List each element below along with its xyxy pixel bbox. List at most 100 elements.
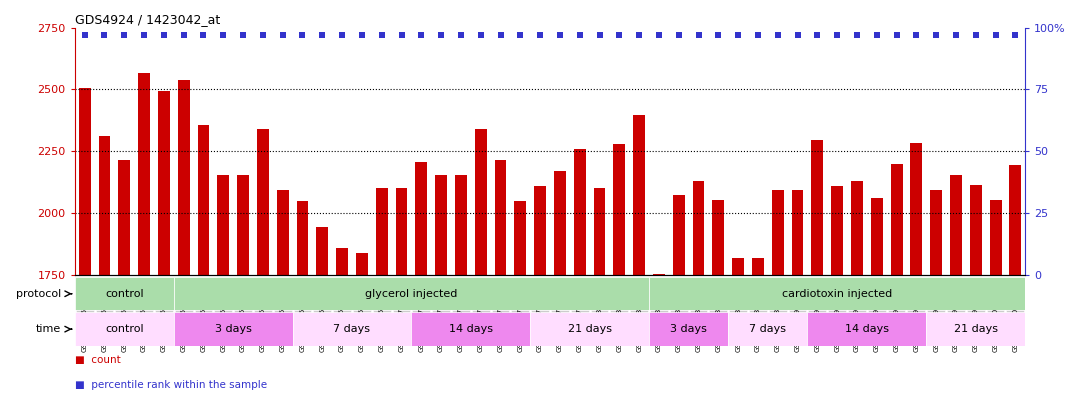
- Text: GSM1109975: GSM1109975: [498, 303, 503, 352]
- Text: glycerol injected: glycerol injected: [365, 289, 457, 299]
- Bar: [174, 277, 649, 310]
- Text: control: control: [105, 324, 143, 334]
- Bar: [534, 186, 546, 275]
- Bar: [611, 310, 628, 344]
- Bar: [649, 277, 1025, 310]
- Text: GSM1109972: GSM1109972: [438, 303, 444, 352]
- Text: GSM1109984: GSM1109984: [676, 303, 681, 352]
- Text: GSM1109999: GSM1109999: [973, 303, 978, 352]
- Bar: [395, 188, 407, 275]
- Bar: [630, 310, 648, 344]
- Bar: [336, 248, 348, 275]
- Text: GSM1109964: GSM1109964: [280, 303, 285, 352]
- Bar: [570, 310, 588, 344]
- Text: GSM1109982: GSM1109982: [637, 303, 642, 352]
- Bar: [412, 310, 430, 344]
- Bar: [574, 149, 585, 275]
- Bar: [512, 310, 530, 344]
- Bar: [530, 312, 649, 346]
- Bar: [709, 310, 727, 344]
- Bar: [653, 274, 665, 275]
- Bar: [198, 125, 209, 275]
- Text: GSM1109958: GSM1109958: [161, 303, 167, 352]
- Text: GSM1109983: GSM1109983: [656, 303, 662, 352]
- Text: GSM1110000: GSM1110000: [992, 303, 999, 352]
- Bar: [791, 190, 803, 275]
- Bar: [515, 201, 527, 275]
- Bar: [926, 312, 1025, 346]
- Bar: [115, 310, 134, 344]
- Bar: [829, 310, 846, 344]
- Bar: [376, 188, 388, 275]
- Bar: [218, 175, 230, 275]
- Text: 14 days: 14 days: [845, 324, 889, 334]
- Bar: [613, 144, 625, 275]
- Bar: [692, 181, 705, 275]
- Bar: [990, 200, 1002, 275]
- Text: GSM1109967: GSM1109967: [340, 303, 345, 352]
- Text: GSM1109960: GSM1109960: [201, 303, 206, 352]
- Bar: [591, 310, 609, 344]
- Text: GSM1109980: GSM1109980: [597, 303, 602, 352]
- Bar: [848, 310, 866, 344]
- Text: 7 days: 7 days: [750, 324, 786, 334]
- Text: GSM1109992: GSM1109992: [834, 303, 841, 352]
- Bar: [472, 310, 489, 344]
- Bar: [649, 312, 728, 346]
- Text: GSM1109956: GSM1109956: [122, 303, 127, 352]
- Text: GSM1109977: GSM1109977: [537, 303, 544, 352]
- Bar: [373, 310, 391, 344]
- Bar: [119, 160, 130, 275]
- Bar: [174, 312, 293, 346]
- Text: GSM1109996: GSM1109996: [913, 303, 920, 352]
- Bar: [158, 91, 170, 275]
- Bar: [452, 310, 470, 344]
- Bar: [354, 310, 371, 344]
- Bar: [769, 310, 787, 344]
- Text: time: time: [35, 324, 61, 334]
- Bar: [76, 310, 94, 344]
- Bar: [729, 310, 747, 344]
- Bar: [831, 186, 843, 275]
- Text: GSM1109994: GSM1109994: [874, 303, 880, 352]
- Text: GSM1109965: GSM1109965: [299, 303, 305, 352]
- Bar: [633, 116, 645, 275]
- Bar: [772, 190, 784, 275]
- Text: GSM1109979: GSM1109979: [577, 303, 583, 352]
- Bar: [273, 310, 292, 344]
- Text: control: control: [105, 289, 143, 299]
- Bar: [194, 310, 213, 344]
- Bar: [257, 129, 269, 275]
- Text: GSM1109995: GSM1109995: [894, 303, 899, 352]
- Text: 21 days: 21 days: [954, 324, 998, 334]
- Bar: [215, 310, 232, 344]
- Bar: [749, 310, 767, 344]
- Bar: [752, 258, 764, 275]
- Bar: [175, 310, 192, 344]
- Text: GSM1109955: GSM1109955: [101, 303, 108, 352]
- Bar: [531, 310, 549, 344]
- Bar: [313, 310, 331, 344]
- Bar: [138, 73, 150, 275]
- Bar: [891, 163, 902, 275]
- Text: 14 days: 14 days: [449, 324, 492, 334]
- Text: GSM1109973: GSM1109973: [458, 303, 464, 352]
- Bar: [551, 310, 569, 344]
- Text: 7 days: 7 days: [333, 324, 371, 334]
- Bar: [673, 195, 685, 275]
- Bar: [254, 310, 271, 344]
- Bar: [1006, 310, 1024, 344]
- Bar: [491, 310, 509, 344]
- Bar: [234, 310, 252, 344]
- Text: GSM1109990: GSM1109990: [795, 303, 801, 352]
- Bar: [433, 310, 450, 344]
- Bar: [294, 310, 312, 344]
- Bar: [98, 136, 110, 275]
- Bar: [670, 310, 688, 344]
- Text: GSM1109997: GSM1109997: [933, 303, 939, 352]
- Bar: [910, 143, 923, 275]
- Bar: [650, 310, 668, 344]
- Bar: [967, 310, 985, 344]
- Text: GSM1109976: GSM1109976: [517, 303, 523, 352]
- Bar: [95, 310, 113, 344]
